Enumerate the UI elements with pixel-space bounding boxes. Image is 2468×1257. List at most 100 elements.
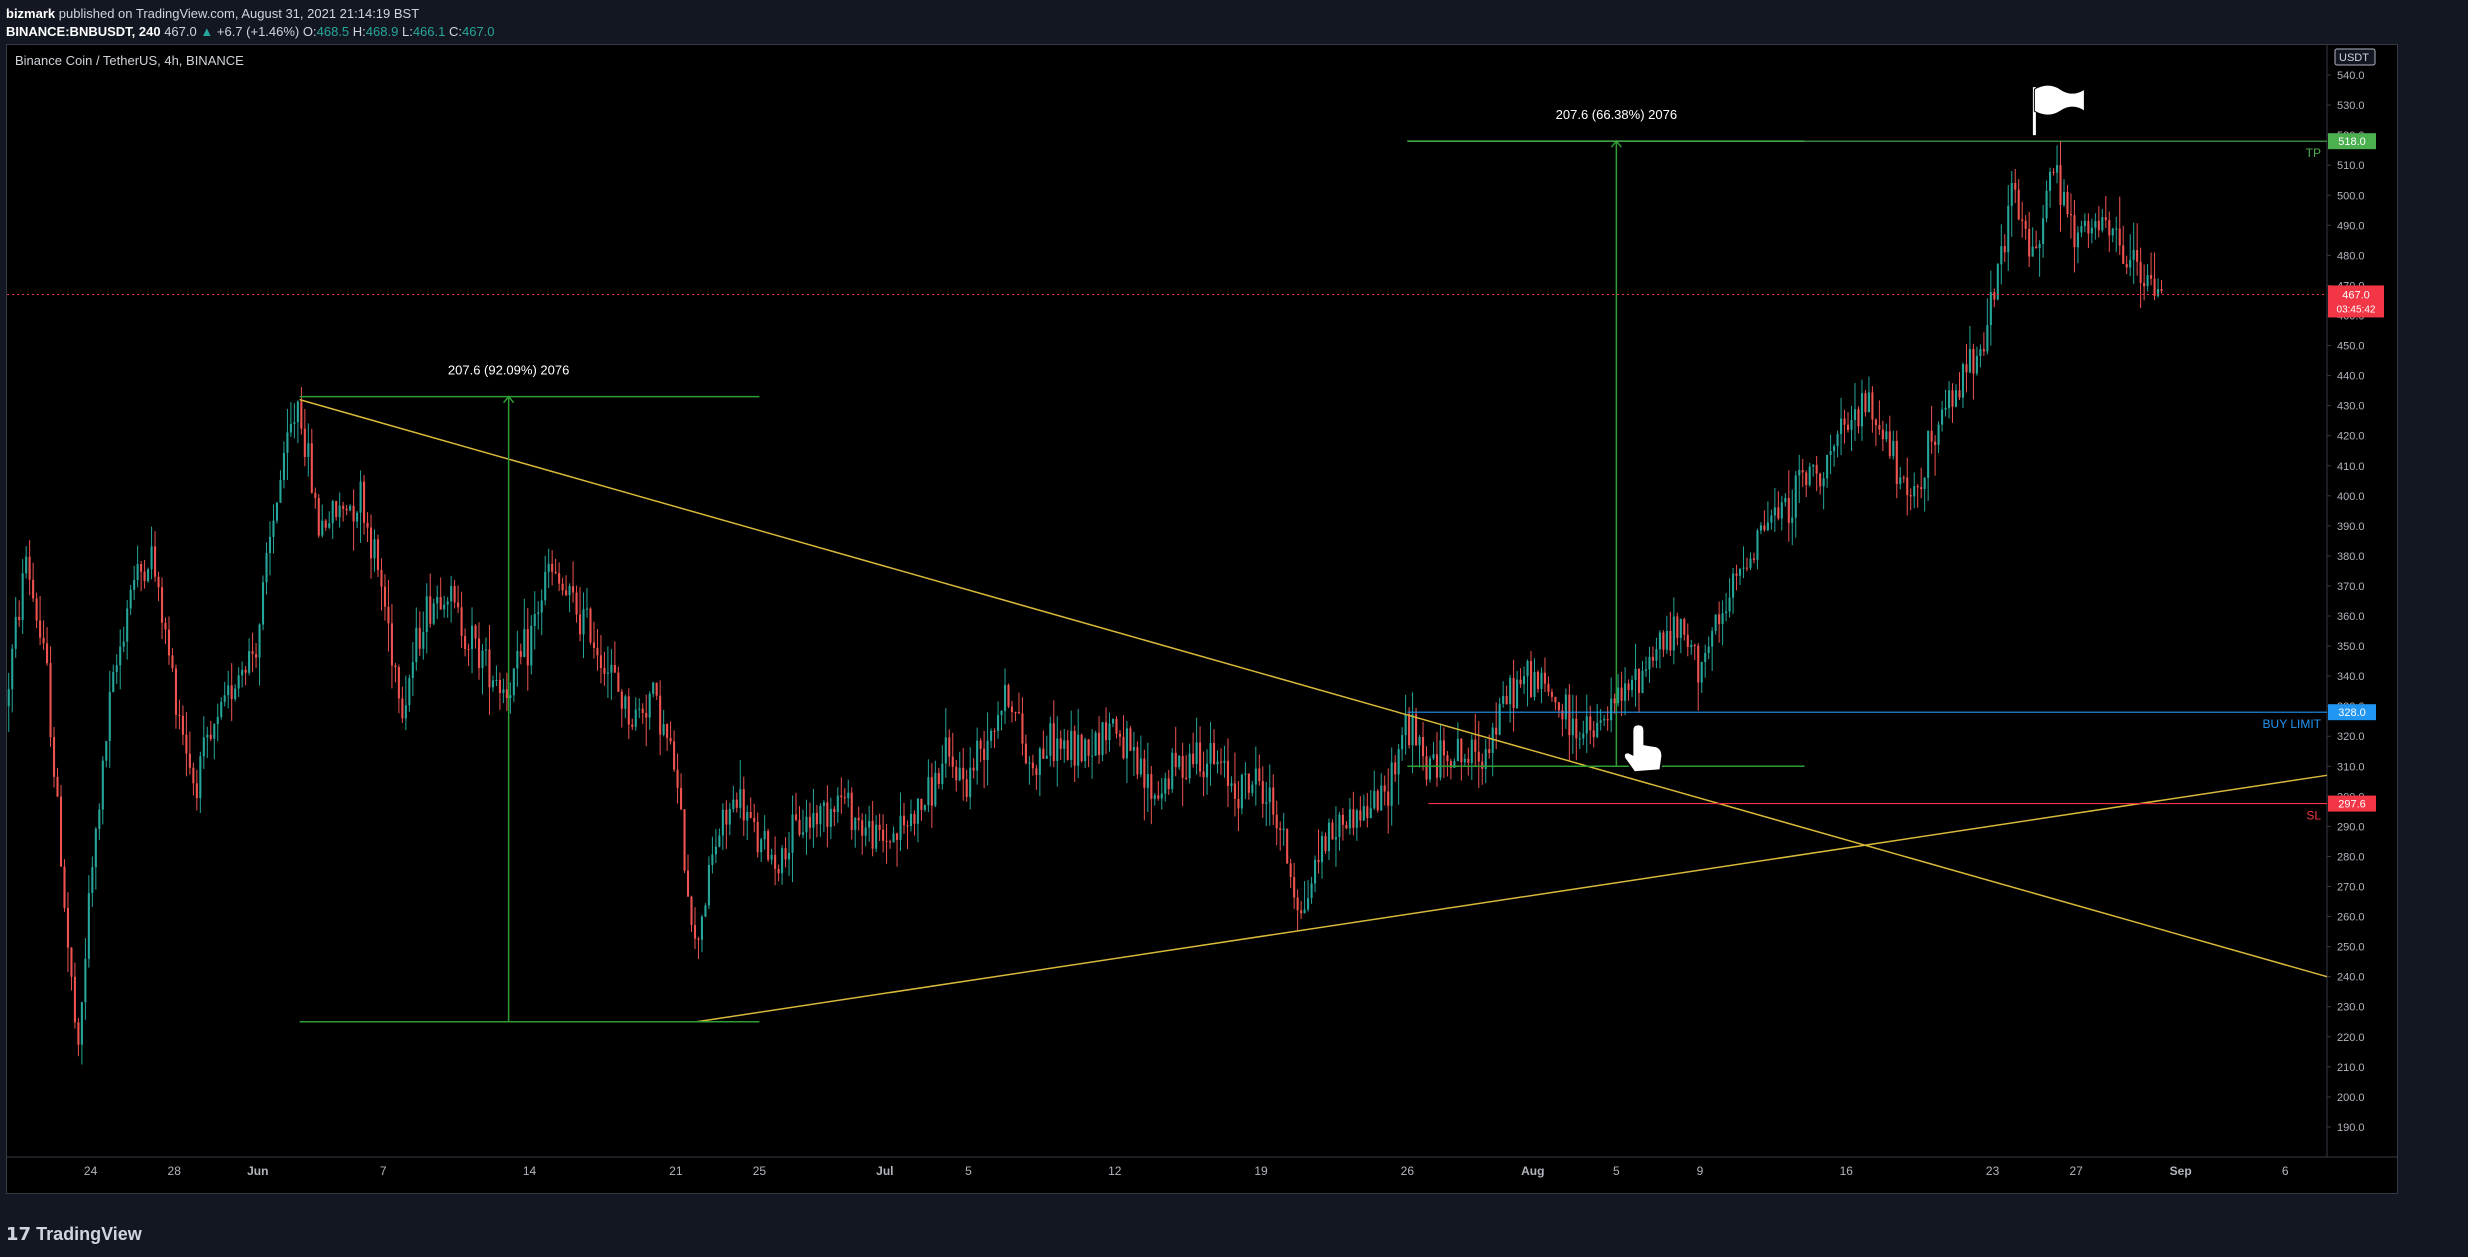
candle-body — [767, 831, 770, 860]
candle-body — [32, 579, 35, 599]
candle-body — [1780, 502, 1783, 519]
candle-body — [1007, 684, 1010, 707]
candle-body — [282, 452, 285, 481]
y-tick-label: 420.0 — [2337, 431, 2365, 443]
sl-label: SL — [2306, 809, 2321, 823]
candle-body — [1125, 728, 1128, 759]
candle-body — [1300, 910, 1303, 914]
candle-body — [829, 808, 832, 827]
x-tick-label: 26 — [1401, 1164, 1415, 1178]
price-chart[interactable]: Binance Coin / TetherUS, 4h, BINANCE 190.… — [7, 45, 2397, 1193]
tp-label: TP — [2306, 146, 2321, 160]
candle-body — [1752, 558, 1756, 560]
candle-body — [1840, 418, 1843, 434]
currency-box — [2334, 48, 2376, 66]
candle-body — [1857, 409, 1860, 427]
candle-body — [1794, 475, 1797, 518]
candle-body — [1728, 597, 1731, 612]
candle-body — [1617, 687, 1620, 704]
candle-body — [1561, 710, 1564, 720]
candle-body — [1805, 472, 1808, 486]
candle-body — [1927, 430, 1930, 478]
candle-body — [1380, 785, 1383, 811]
candle-body — [990, 730, 993, 741]
candle-body — [868, 821, 871, 828]
candle-body — [1826, 454, 1829, 479]
last-price: 467.0 — [164, 24, 197, 39]
y-tick-label: 350.0 — [2337, 641, 2365, 653]
candle-body — [707, 864, 710, 906]
candle-body — [1080, 734, 1083, 761]
candle-body — [223, 695, 226, 702]
candle-body — [578, 614, 582, 635]
candle-body — [2003, 246, 2006, 253]
candle-body — [1070, 730, 1073, 760]
x-tick-label: 27 — [2070, 1164, 2084, 1178]
candle-body — [49, 663, 52, 738]
candle-body — [167, 629, 171, 656]
candle-body — [1226, 760, 1230, 786]
candle-body — [1219, 761, 1223, 763]
candle-body — [739, 789, 742, 808]
candle-body — [401, 698, 404, 719]
candle-body — [453, 586, 456, 603]
candle-body — [1289, 863, 1292, 877]
candle-body — [662, 723, 665, 735]
sl-price-tag — [2328, 795, 2376, 812]
candle-body — [986, 740, 989, 761]
candle-body — [857, 817, 860, 821]
low-label: L: — [401, 24, 413, 39]
tp-price-tag-text: 518.0 — [2338, 136, 2366, 148]
candle-body — [1425, 756, 1428, 780]
candle-body — [1052, 723, 1055, 761]
candle-body — [669, 738, 672, 742]
symbol-label: BINANCE:BNBUSDT, 240 — [6, 24, 161, 39]
candle-body — [1024, 743, 1027, 764]
candle-body — [1864, 393, 1867, 413]
lower-trendline — [696, 774, 2328, 1023]
candle-body — [1118, 733, 1122, 737]
candle-body — [561, 583, 564, 591]
candle-body — [2035, 246, 2038, 249]
candle-body — [457, 602, 460, 608]
candle-body — [2090, 227, 2093, 234]
candle-body — [1784, 497, 1787, 503]
candle-body — [1348, 809, 1351, 829]
candle-body — [913, 813, 916, 824]
candle-body — [1373, 791, 1376, 809]
x-tick-label: Sep — [2170, 1164, 2192, 1178]
candle-body — [711, 854, 714, 865]
candle-body — [1195, 742, 1198, 765]
tradingview-logo[interactable]: 𝟭𝟳 TradingView — [6, 1224, 142, 1245]
candle-body — [324, 520, 327, 528]
candle-body — [1383, 785, 1386, 792]
candle-body — [178, 714, 181, 716]
upper-trendline — [299, 398, 2328, 978]
candle-body — [686, 870, 690, 897]
candle-body — [1408, 713, 1411, 746]
author-name[interactable]: bizmark — [6, 6, 56, 21]
chart-area[interactable]: Binance Coin / TetherUS, 4h, BINANCE 190.… — [6, 44, 2398, 1194]
candle-body — [1770, 515, 1773, 523]
candle-body — [1679, 619, 1682, 638]
candle-body — [871, 821, 874, 849]
candle-body — [1136, 747, 1139, 775]
candle-body — [1947, 390, 1951, 408]
candle-body — [206, 734, 209, 738]
candle-body — [2052, 171, 2055, 173]
candle-body — [195, 783, 198, 799]
candle-body — [1853, 409, 1857, 421]
candle-body — [1178, 756, 1181, 768]
candle-body — [1401, 735, 1404, 750]
candle-body — [1010, 706, 1014, 712]
candle-body — [728, 809, 731, 825]
candle-body — [460, 607, 463, 636]
candle-body — [909, 813, 913, 827]
candle-body — [122, 641, 125, 647]
candle-body — [63, 866, 66, 908]
candle-body — [1564, 694, 1567, 720]
candle-body — [1965, 364, 1968, 373]
candle-body — [2045, 190, 2048, 219]
candle-body — [655, 682, 658, 696]
candle-body — [390, 623, 393, 666]
